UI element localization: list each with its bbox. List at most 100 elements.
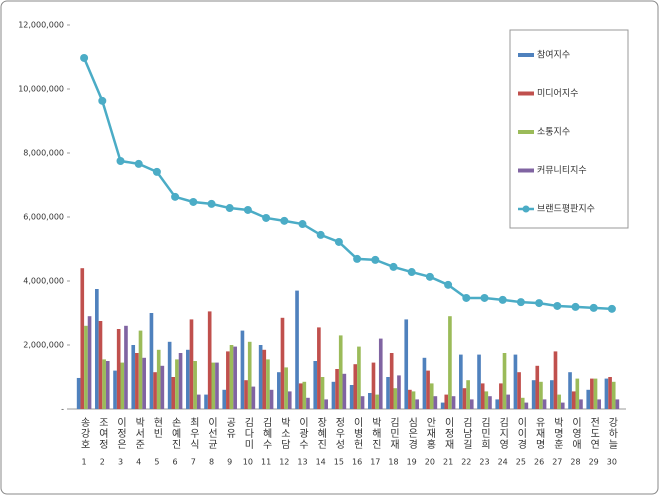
- bar: [295, 290, 299, 409]
- line-marker: [425, 272, 434, 281]
- bar: [298, 383, 303, 409]
- legend-label: 미디어지수: [537, 88, 578, 99]
- bar: [95, 289, 99, 409]
- rank-label: 9: [227, 458, 232, 467]
- bar: [116, 329, 121, 409]
- rank-label: 28: [570, 458, 580, 467]
- bar: [499, 383, 503, 409]
- bar: [222, 389, 227, 409]
- rank-label: 23: [479, 458, 489, 467]
- x-tick-label: 강하늘: [606, 417, 618, 450]
- x-tick-label: 전도연: [588, 417, 600, 450]
- x-tick-label: 송강호: [78, 417, 90, 450]
- bar: [284, 367, 288, 409]
- bar: [375, 394, 379, 409]
- x-tick-label: 이정재: [442, 417, 454, 450]
- bar: [269, 389, 274, 409]
- legend-swatch: [518, 130, 534, 134]
- rank-label: 15: [334, 458, 344, 467]
- line-marker: [189, 197, 198, 206]
- bar: [277, 372, 281, 409]
- legend-swatch: [518, 168, 534, 173]
- rank-label: 12: [279, 458, 289, 467]
- x-tick-label: 공유: [224, 417, 236, 439]
- line-marker: [280, 216, 289, 225]
- rank-label: 7: [191, 458, 196, 467]
- bar: [349, 385, 354, 409]
- line-marker: [116, 157, 125, 165]
- line-marker: [498, 295, 507, 304]
- bar: [124, 325, 128, 409]
- x-tick-label: 박명훈: [551, 417, 563, 450]
- legend-swatch: [518, 91, 534, 96]
- line-marker: [98, 96, 107, 105]
- bar: [262, 349, 267, 409]
- bar: [138, 330, 143, 409]
- x-tick-label: 김남길: [460, 417, 472, 450]
- bar: [408, 389, 412, 409]
- legend-swatch: [522, 205, 530, 213]
- line-marker: [207, 199, 216, 208]
- x-tick-label: 최우식: [187, 417, 199, 450]
- bar: [389, 353, 394, 409]
- rank-label: 1: [82, 458, 87, 467]
- bar: [211, 362, 216, 409]
- bar: [444, 394, 449, 409]
- rank-label: 10: [243, 458, 253, 467]
- bar: [178, 353, 183, 409]
- bar: [415, 399, 419, 409]
- line-marker: [225, 204, 234, 213]
- bar: [335, 369, 339, 409]
- bar: [251, 386, 256, 409]
- line-marker: [298, 220, 307, 229]
- bar: [462, 388, 467, 409]
- bar: [397, 375, 401, 409]
- rank-label: 30: [607, 458, 617, 467]
- rank-label: 19: [407, 458, 417, 467]
- rank-label: 17: [370, 458, 380, 467]
- rank-label: 3: [118, 458, 123, 467]
- y-tick-label: 8,000,000: [23, 149, 64, 158]
- bar: [531, 380, 536, 409]
- y-tick-label: -: [61, 405, 64, 414]
- bar: [160, 365, 165, 409]
- bar: [484, 391, 489, 409]
- line-marker: [444, 280, 453, 289]
- bar: [113, 370, 117, 409]
- line-marker: [516, 298, 525, 307]
- bar: [539, 381, 543, 409]
- x-tick-label: 이선균: [206, 417, 218, 450]
- bar: [105, 361, 110, 409]
- bar: [76, 377, 81, 409]
- line-marker: [553, 301, 562, 310]
- bar: [371, 362, 376, 409]
- x-tick-label: 박소담: [278, 417, 290, 450]
- rank-label: 6: [173, 458, 178, 467]
- y-tick-label: 2,000,000: [23, 341, 64, 350]
- bar: [448, 316, 452, 409]
- bar: [313, 361, 318, 409]
- rank-label: 21: [443, 458, 453, 467]
- line-marker: [480, 293, 489, 302]
- bar: [317, 327, 321, 409]
- line-marker: [243, 205, 252, 214]
- x-tick-label: 유재명: [533, 417, 545, 450]
- bar: [331, 381, 336, 409]
- bar: [233, 346, 237, 409]
- bar: [440, 402, 445, 409]
- legend-label: 브랜드평판지수: [537, 204, 595, 215]
- rank-label: 11: [261, 458, 271, 467]
- rank-label: 25: [516, 458, 526, 467]
- bar: [604, 378, 609, 409]
- x-tick-label: 심은경: [406, 417, 418, 450]
- bar: [193, 361, 197, 409]
- bar: [149, 313, 154, 409]
- rank-label: 22: [461, 458, 471, 467]
- rank-label: 29: [589, 458, 599, 467]
- bar: [513, 354, 518, 409]
- bar: [186, 349, 190, 409]
- bar: [360, 396, 365, 409]
